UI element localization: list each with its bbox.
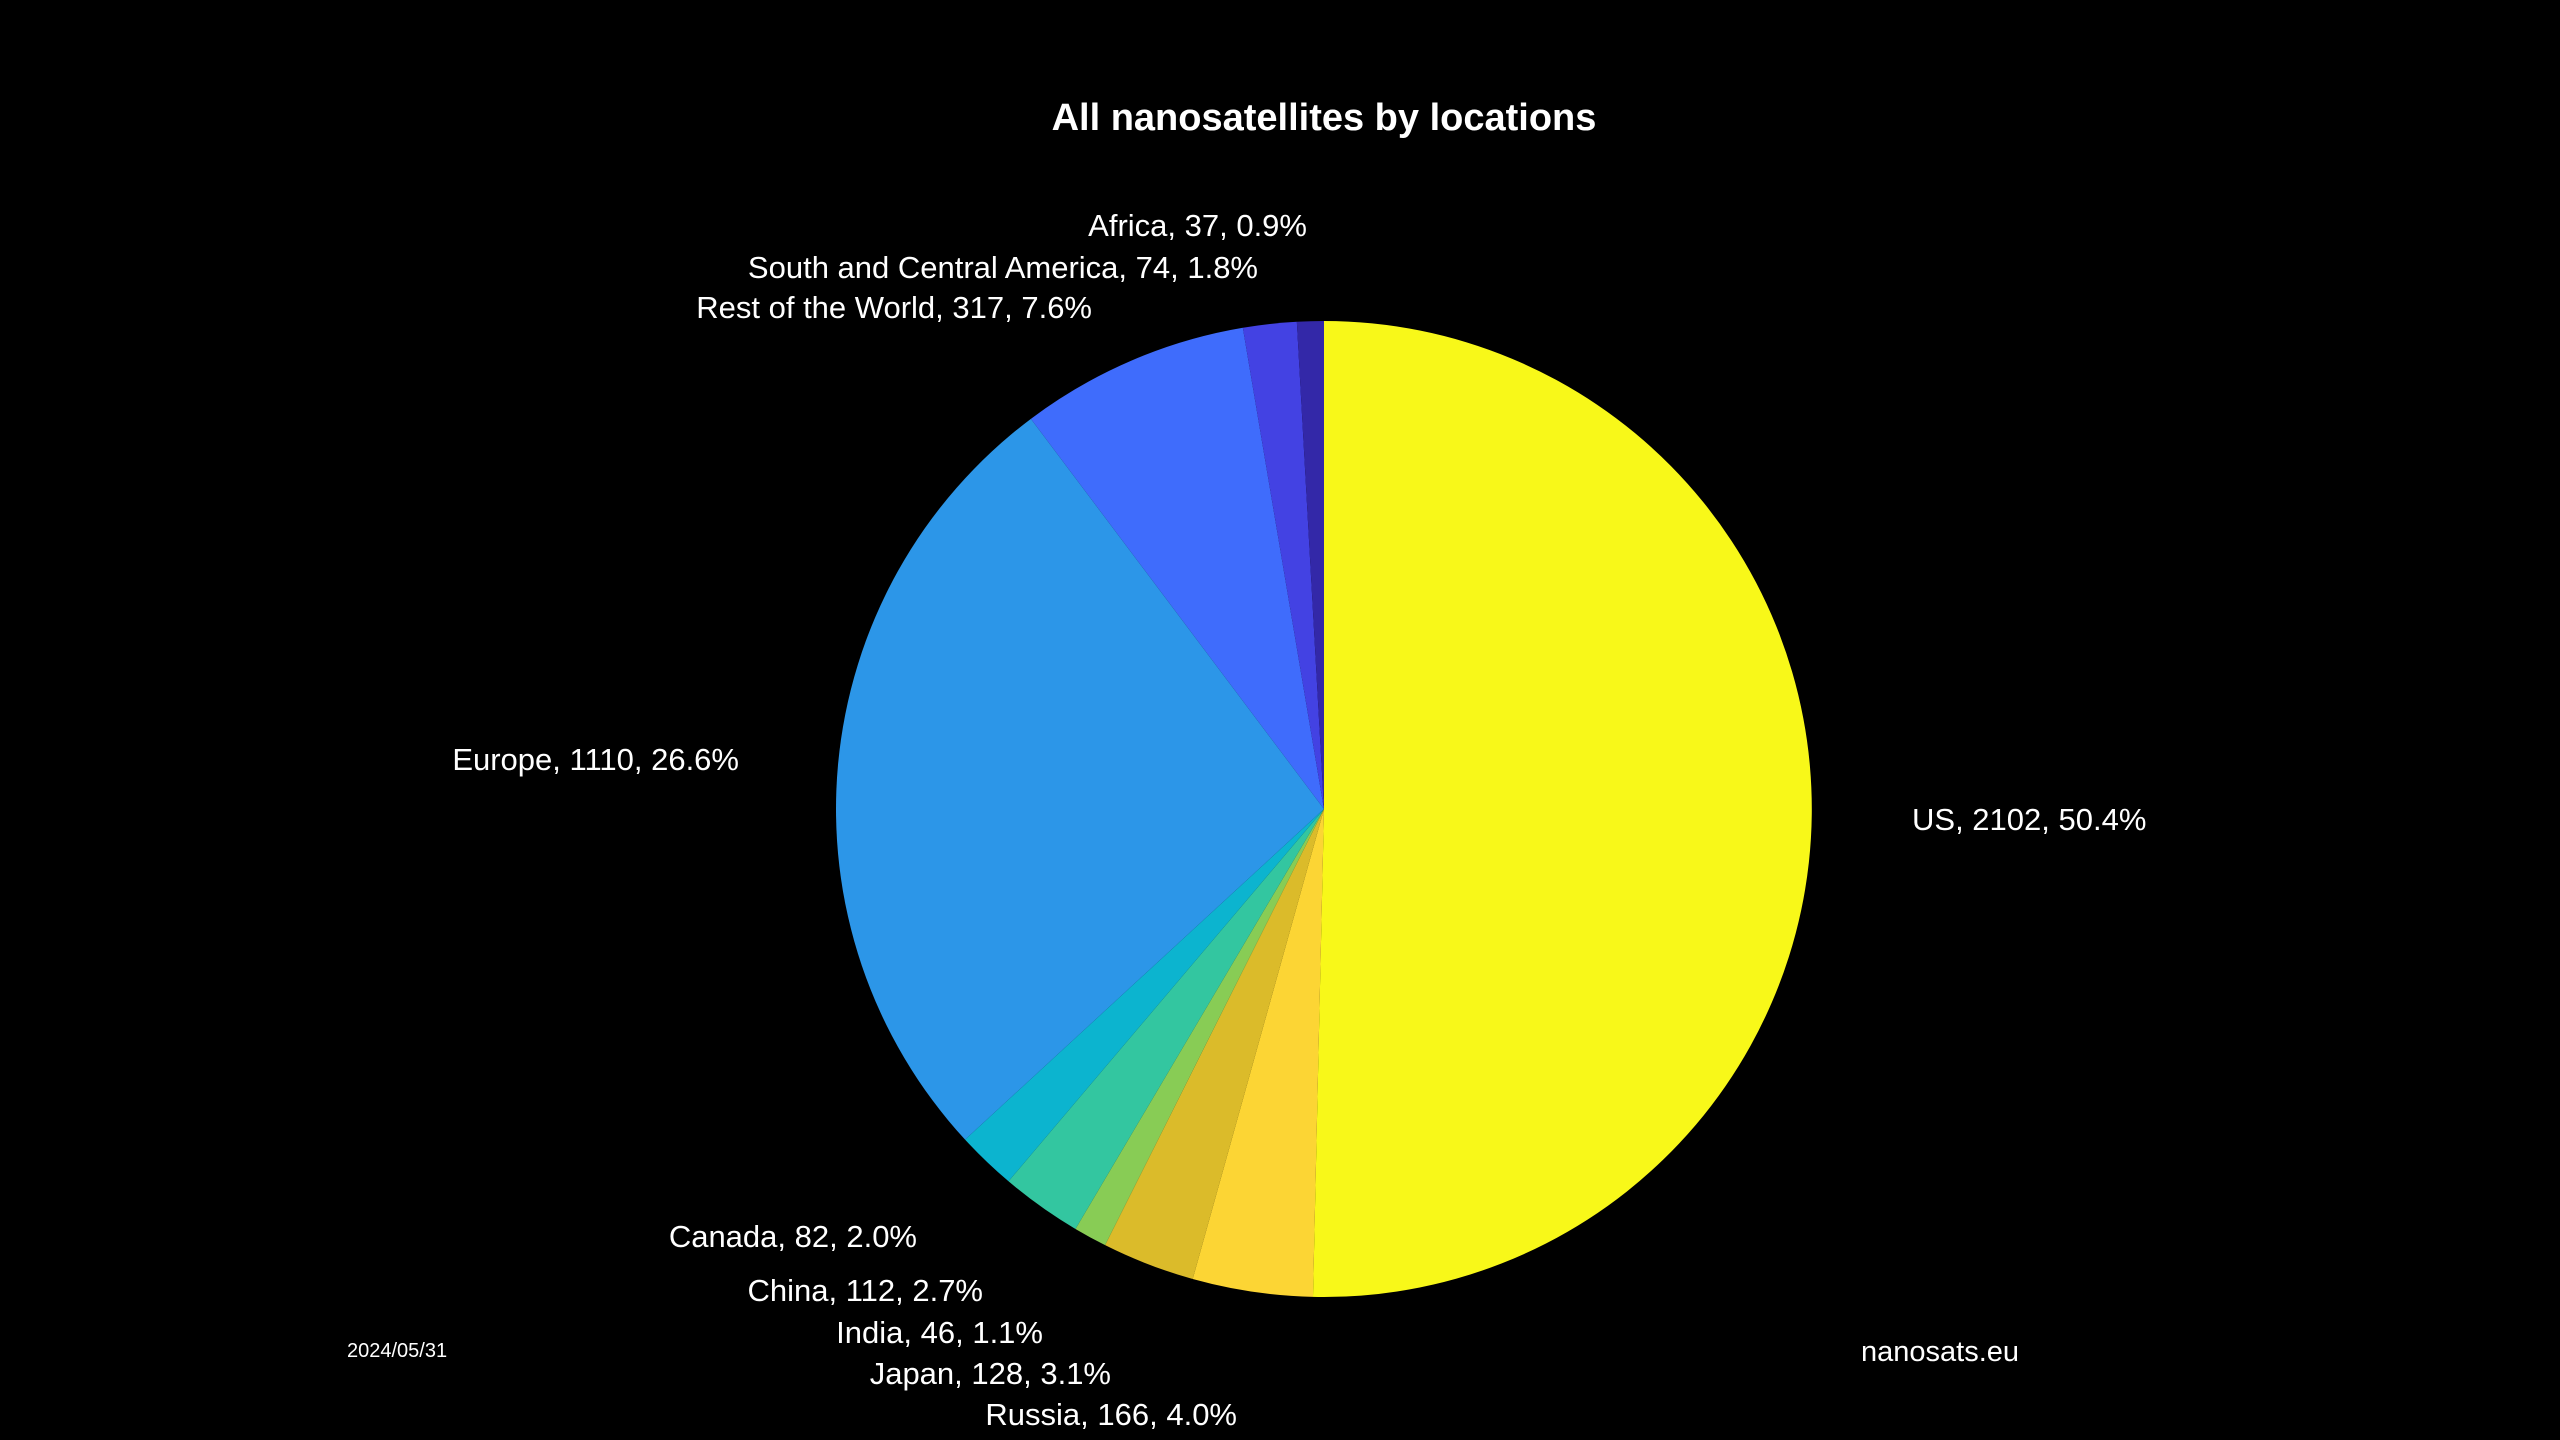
slice-label-us: US, 2102, 50.4% bbox=[1912, 802, 2146, 837]
pie-slice-india bbox=[1075, 809, 1324, 1246]
chart-title: All nanosatellites by locations bbox=[1052, 97, 1597, 139]
pie-slice-us bbox=[1312, 321, 1812, 1298]
slice-label-africa: Africa, 37, 0.9% bbox=[1088, 208, 1307, 243]
pie-slice-africa bbox=[1296, 321, 1324, 809]
slice-label-india: India, 46, 1.1% bbox=[836, 1315, 1043, 1350]
slice-label-canada: Canada, 82, 2.0% bbox=[669, 1219, 917, 1254]
pie-slice-rest-of-the-world bbox=[1030, 327, 1324, 809]
slice-label-russia: Russia, 166, 4.0% bbox=[985, 1397, 1237, 1432]
pie-slices bbox=[836, 321, 1812, 1298]
footer-source: nanosats.eu bbox=[1861, 1336, 2019, 1368]
pie-slice-russia bbox=[1192, 809, 1324, 1297]
pie-labels: US, 2102, 50.4% Russia, 166, 4.0% Japan, 1… bbox=[452, 208, 2146, 1432]
slice-label-rest-of-the-world: Rest of the World, 317, 7.6% bbox=[696, 290, 1092, 325]
pie-slice-canada bbox=[965, 809, 1324, 1182]
slice-label-south-and-central-america: South and Central America, 74, 1.8% bbox=[748, 250, 1258, 285]
pie-slice-japan bbox=[1105, 809, 1324, 1279]
slice-label-europe: Europe, 1110, 26.6% bbox=[452, 742, 739, 777]
pie-slice-china bbox=[1008, 809, 1324, 1229]
pie-slice-europe bbox=[836, 418, 1324, 1140]
pie-slice-south-and-central-america bbox=[1242, 321, 1324, 809]
slice-label-japan: Japan, 128, 3.1% bbox=[870, 1356, 1111, 1391]
slice-label-china: China, 112, 2.7% bbox=[747, 1273, 983, 1308]
footer-date: 2024/05/31 bbox=[347, 1340, 447, 1362]
